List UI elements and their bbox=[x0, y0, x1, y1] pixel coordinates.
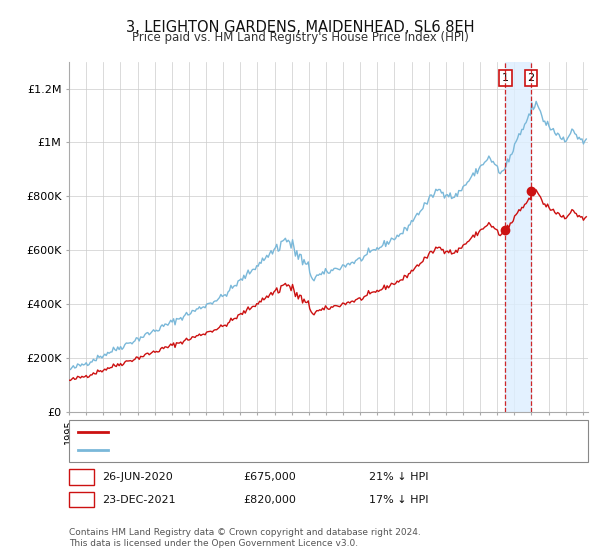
Text: 23-DEC-2021: 23-DEC-2021 bbox=[102, 494, 176, 505]
Text: 17% ↓ HPI: 17% ↓ HPI bbox=[369, 494, 428, 505]
Text: HPI: Average price, detached house, Windsor and Maidenhead: HPI: Average price, detached house, Wind… bbox=[112, 445, 424, 455]
Text: 2: 2 bbox=[527, 73, 535, 83]
Text: 3, LEIGHTON GARDENS, MAIDENHEAD, SL6 8EH (detached house): 3, LEIGHTON GARDENS, MAIDENHEAD, SL6 8EH… bbox=[112, 427, 441, 437]
Text: 26-JUN-2020: 26-JUN-2020 bbox=[102, 472, 173, 482]
Text: £675,000: £675,000 bbox=[243, 472, 296, 482]
Text: £820,000: £820,000 bbox=[243, 494, 296, 505]
Text: 3, LEIGHTON GARDENS, MAIDENHEAD, SL6 8EH: 3, LEIGHTON GARDENS, MAIDENHEAD, SL6 8EH bbox=[126, 20, 474, 35]
Text: Price paid vs. HM Land Registry's House Price Index (HPI): Price paid vs. HM Land Registry's House … bbox=[131, 31, 469, 44]
Text: 1: 1 bbox=[502, 73, 509, 83]
Text: 21% ↓ HPI: 21% ↓ HPI bbox=[369, 472, 428, 482]
Text: 2: 2 bbox=[78, 493, 85, 506]
Bar bbox=[505, 62, 531, 412]
Text: Contains HM Land Registry data © Crown copyright and database right 2024.
This d: Contains HM Land Registry data © Crown c… bbox=[69, 528, 421, 548]
Text: 1: 1 bbox=[78, 470, 85, 484]
